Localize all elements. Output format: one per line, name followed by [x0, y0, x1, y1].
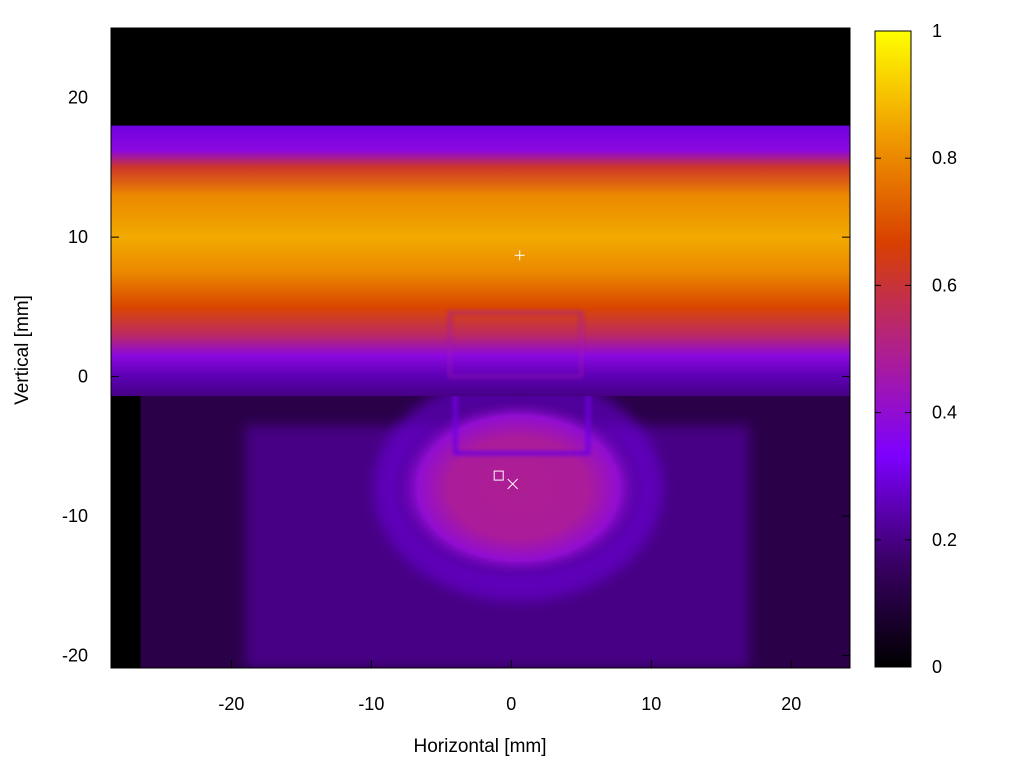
colorbar-ticks: 0 0.2 0.4 0.6 0.8 1: [875, 21, 957, 677]
colorbar: 0 0.2 0.4 0.6 0.8 1: [874, 21, 957, 677]
x-tick-label: -10: [358, 694, 384, 714]
marker-square: [493, 470, 504, 481]
x-tick-label: 0: [506, 694, 516, 714]
x-tick-label: 10: [641, 694, 661, 714]
marker-layer: [493, 250, 525, 490]
colorbar-tick-label: 0.2: [932, 530, 957, 550]
colorbar-tick-label: 0.8: [932, 148, 957, 168]
region-top-dark: [111, 28, 850, 126]
y-axis-label: Vertical [mm]: [12, 295, 33, 405]
y-tick-label: -20: [62, 645, 88, 665]
colorbar-tick-label: 0.6: [932, 275, 957, 295]
y-tick-label: 10: [68, 227, 88, 247]
colorbar-tick-label: 1: [932, 21, 942, 41]
x-axis-label: Horizontal [mm]: [413, 736, 546, 757]
plot-frame: [110, 27, 851, 669]
y-tick-label: 20: [68, 88, 88, 108]
marker-cross: [507, 478, 519, 490]
y-tick-label: -10: [62, 506, 88, 526]
y-tick-label: 0: [78, 367, 88, 387]
region-lower-dark-left: [111, 396, 141, 668]
x-tick-label: 20: [781, 694, 801, 714]
x-axis-ticks: -20 -10 0 10 20: [218, 28, 801, 714]
region-lower-spot: [392, 397, 645, 579]
marker-cross-b: [507, 478, 519, 490]
colorbar-tick-label: 0: [932, 657, 942, 677]
marker-plus: [514, 250, 525, 261]
upper-faint-rectangle: [448, 310, 583, 379]
y-axis-ticks: -20 -10 0 10 20: [62, 88, 850, 665]
colorbar-scale: [874, 30, 912, 668]
x-tick-label: -20: [218, 694, 244, 714]
region-upper-beam: [111, 125, 850, 397]
colorbar-tick-label: 0.4: [932, 403, 957, 423]
heatmap-image: [111, 28, 850, 668]
